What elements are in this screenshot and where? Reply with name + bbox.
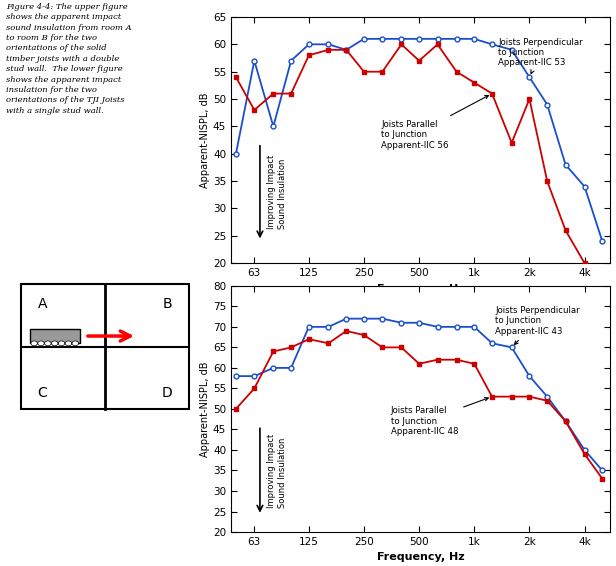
Circle shape [59, 341, 65, 346]
Text: B: B [163, 297, 172, 311]
Text: Improving Impact
Sound Insulation: Improving Impact Sound Insulation [267, 155, 286, 229]
Text: Joists Parallel
to Junction
Apparent-IIC 48: Joists Parallel to Junction Apparent-IIC… [391, 397, 488, 436]
Text: Improving Impact
Sound Insulation: Improving Impact Sound Insulation [267, 434, 286, 508]
Text: Joists Parallel
to Junction
Apparent-IIC 56: Joists Parallel to Junction Apparent-IIC… [381, 96, 488, 149]
Text: A: A [38, 297, 47, 311]
Circle shape [72, 341, 78, 346]
Y-axis label: Apparent-NISPL, dB: Apparent-NISPL, dB [200, 361, 210, 457]
X-axis label: Frequency, Hz: Frequency, Hz [376, 284, 464, 294]
Text: Figure 4-4: The upper figure
shows the apparent impact
sound insulation from roo: Figure 4-4: The upper figure shows the a… [6, 3, 132, 115]
Text: C: C [38, 386, 47, 400]
Circle shape [38, 341, 44, 346]
X-axis label: Frequency, Hz: Frequency, Hz [376, 552, 464, 563]
Text: Joists Perpendicular
to Junction
Apparent-IIC 53: Joists Perpendicular to Junction Apparen… [498, 38, 583, 74]
Circle shape [52, 341, 58, 346]
Y-axis label: Apparent-NISPL, dB: Apparent-NISPL, dB [200, 92, 210, 188]
Circle shape [44, 341, 51, 346]
Text: D: D [162, 386, 172, 400]
Circle shape [31, 341, 38, 346]
Circle shape [65, 341, 71, 346]
Text: Joists Perpendicular
to Junction
Apparent-IIC 43: Joists Perpendicular to Junction Apparen… [495, 306, 580, 345]
Bar [30, 329, 79, 344]
